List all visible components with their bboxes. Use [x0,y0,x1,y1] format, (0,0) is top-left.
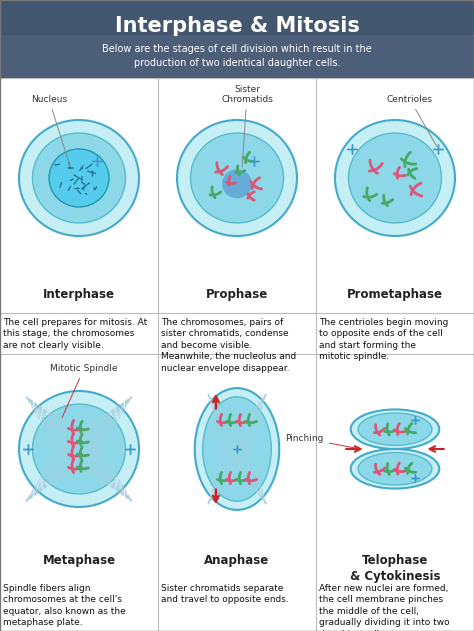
Text: After new nuclei are formed,
the cell membrane pinches
the middle of the cell,
g: After new nuclei are formed, the cell me… [319,584,450,631]
Text: Prometaphase: Prometaphase [347,288,443,301]
Bar [0,78,474,631]
Text: Metaphase: Metaphase [43,554,116,567]
Text: Prophase: Prophase [206,288,268,301]
Text: Spindle fibers align
chromosomes at the cell's
equator, also known as the
metaph: Spindle fibers align chromosomes at the … [3,584,126,627]
Text: Nucleus: Nucleus [31,95,70,167]
Ellipse shape [19,391,139,507]
Text: Below are the stages of cell division which result in the
production of two iden: Below are the stages of cell division wh… [102,44,372,68]
Ellipse shape [33,404,126,494]
Text: Pinching: Pinching [285,434,358,449]
Ellipse shape [351,449,439,488]
Text: Interphase & Mitosis: Interphase & Mitosis [115,16,359,36]
Ellipse shape [195,388,279,510]
Bar [0,0,474,78]
Ellipse shape [191,133,283,223]
Text: Interphase: Interphase [43,288,115,301]
Ellipse shape [358,413,432,445]
Text: Anaphase: Anaphase [204,554,270,567]
Ellipse shape [348,133,441,223]
Ellipse shape [177,120,297,236]
Text: Sister chromatids separate
and travel to opposite ends.: Sister chromatids separate and travel to… [161,584,289,604]
Text: Sister
Chromatids: Sister Chromatids [221,85,273,167]
Ellipse shape [222,169,252,198]
Ellipse shape [351,410,439,449]
Bar [0,0,474,35]
Ellipse shape [358,452,432,485]
Text: Telophase
& Cytokinesis: Telophase & Cytokinesis [350,554,440,583]
Text: Mitotic Spindle: Mitotic Spindle [50,364,118,418]
Ellipse shape [19,120,139,236]
Ellipse shape [335,120,455,236]
Text: The chromosomes, pairs of
sister chromatids, condense
and become visible.
Meanwh: The chromosomes, pairs of sister chromat… [161,318,296,373]
Text: The centrioles begin moving
to opposite ends of the cell
and start forming the
m: The centrioles begin moving to opposite … [319,318,448,362]
Text: The cell prepares for mitosis. At
this stage, the chromosomes
are not clearly vi: The cell prepares for mitosis. At this s… [3,318,147,350]
Ellipse shape [203,397,271,501]
Ellipse shape [33,133,126,223]
Ellipse shape [49,149,109,207]
Text: Centrioles: Centrioles [387,95,437,146]
